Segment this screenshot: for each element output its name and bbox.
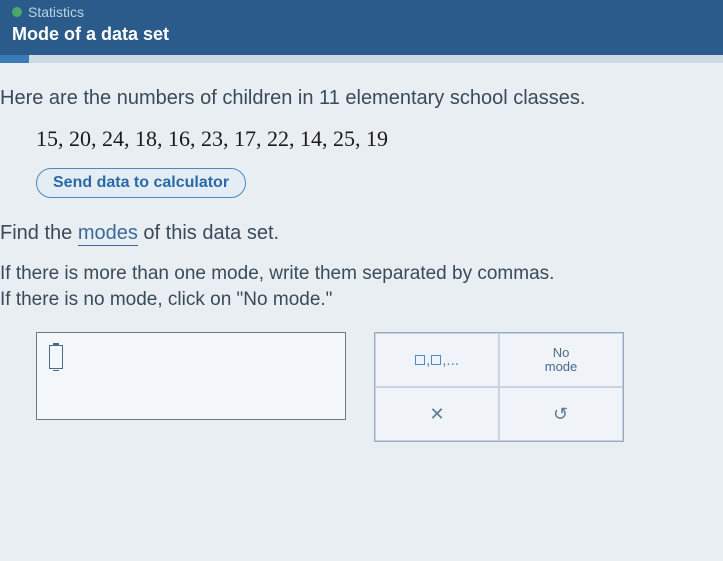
hint-line-1: If there is more than one mode, write th… <box>0 261 713 287</box>
comma-list-button[interactable]: ,,... <box>375 333 499 387</box>
progress-bar <box>0 55 723 63</box>
prompt-suffix: of this data set. <box>138 222 279 244</box>
answer-area: ,,... Nomode ✕ ↻ <box>0 332 723 442</box>
lesson-header: Statistics Mode of a data set <box>0 0 723 55</box>
comma-list-icon: ,,... <box>415 352 459 369</box>
undo-button[interactable]: ↻ <box>499 387 623 441</box>
no-mode-button[interactable]: Nomode <box>499 333 623 387</box>
status-dot-icon <box>12 7 22 17</box>
send-to-calculator-button[interactable]: Send data to calculator <box>36 168 246 198</box>
question-prompt: Find the modes of this data set. <box>0 218 723 255</box>
category-label: Statistics <box>28 4 84 20</box>
progress-fill <box>0 55 29 63</box>
tool-panel: ,,... Nomode ✕ ↻ <box>374 332 624 442</box>
data-values: 15, 20, 24, 18, 16, 23, 17, 22, 14, 25, … <box>0 126 723 168</box>
no-mode-label: Nomode <box>545 346 578 375</box>
modes-term-link[interactable]: modes <box>78 222 138 246</box>
x-icon: ✕ <box>429 404 444 425</box>
question-content: Here are the numbers of children in 11 e… <box>0 63 723 442</box>
topic-title: Mode of a data set <box>12 24 711 45</box>
hint-line-2: If there is no mode, click on "No mode." <box>0 287 713 313</box>
answer-input[interactable] <box>36 332 346 420</box>
clear-button[interactable]: ✕ <box>375 387 499 441</box>
hint-text: If there is more than one mode, write th… <box>0 255 723 332</box>
prompt-prefix: Find the <box>0 222 78 244</box>
undo-icon: ↻ <box>553 404 568 425</box>
question-intro: Here are the numbers of children in 11 e… <box>0 87 723 126</box>
breadcrumb: Statistics <box>12 4 711 20</box>
text-cursor-icon <box>49 345 63 369</box>
